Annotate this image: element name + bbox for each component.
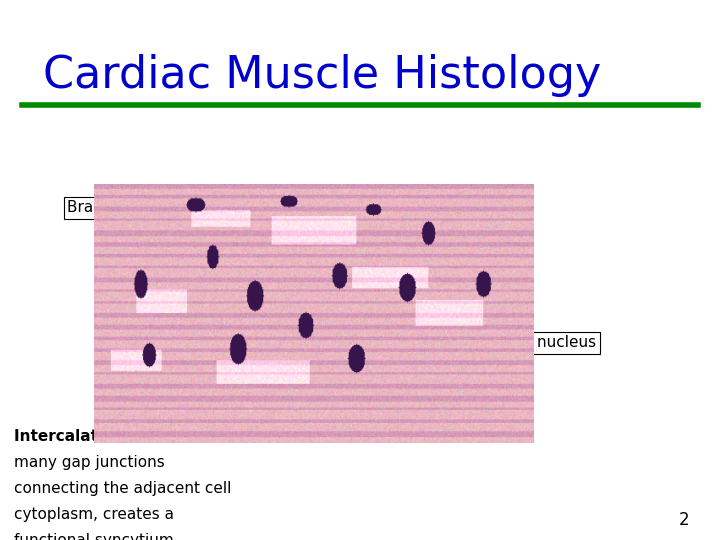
Text: connecting the adjacent cell: connecting the adjacent cell [14, 481, 232, 496]
Text: Cardiac Muscle Histology: Cardiac Muscle Histology [43, 54, 602, 97]
Text: contains: contains [132, 429, 202, 444]
Text: Intercalated disc:: Intercalated disc: [14, 429, 165, 444]
Text: Branching cells: Branching cells [68, 200, 184, 215]
Text: many gap junctions: many gap junctions [14, 455, 165, 470]
Text: 2: 2 [679, 511, 689, 529]
Text: cytoplasm, creates a: cytoplasm, creates a [14, 507, 174, 522]
Text: Once central nucleus: Once central nucleus [433, 335, 596, 350]
Text: functional syncytium: functional syncytium [14, 533, 174, 540]
